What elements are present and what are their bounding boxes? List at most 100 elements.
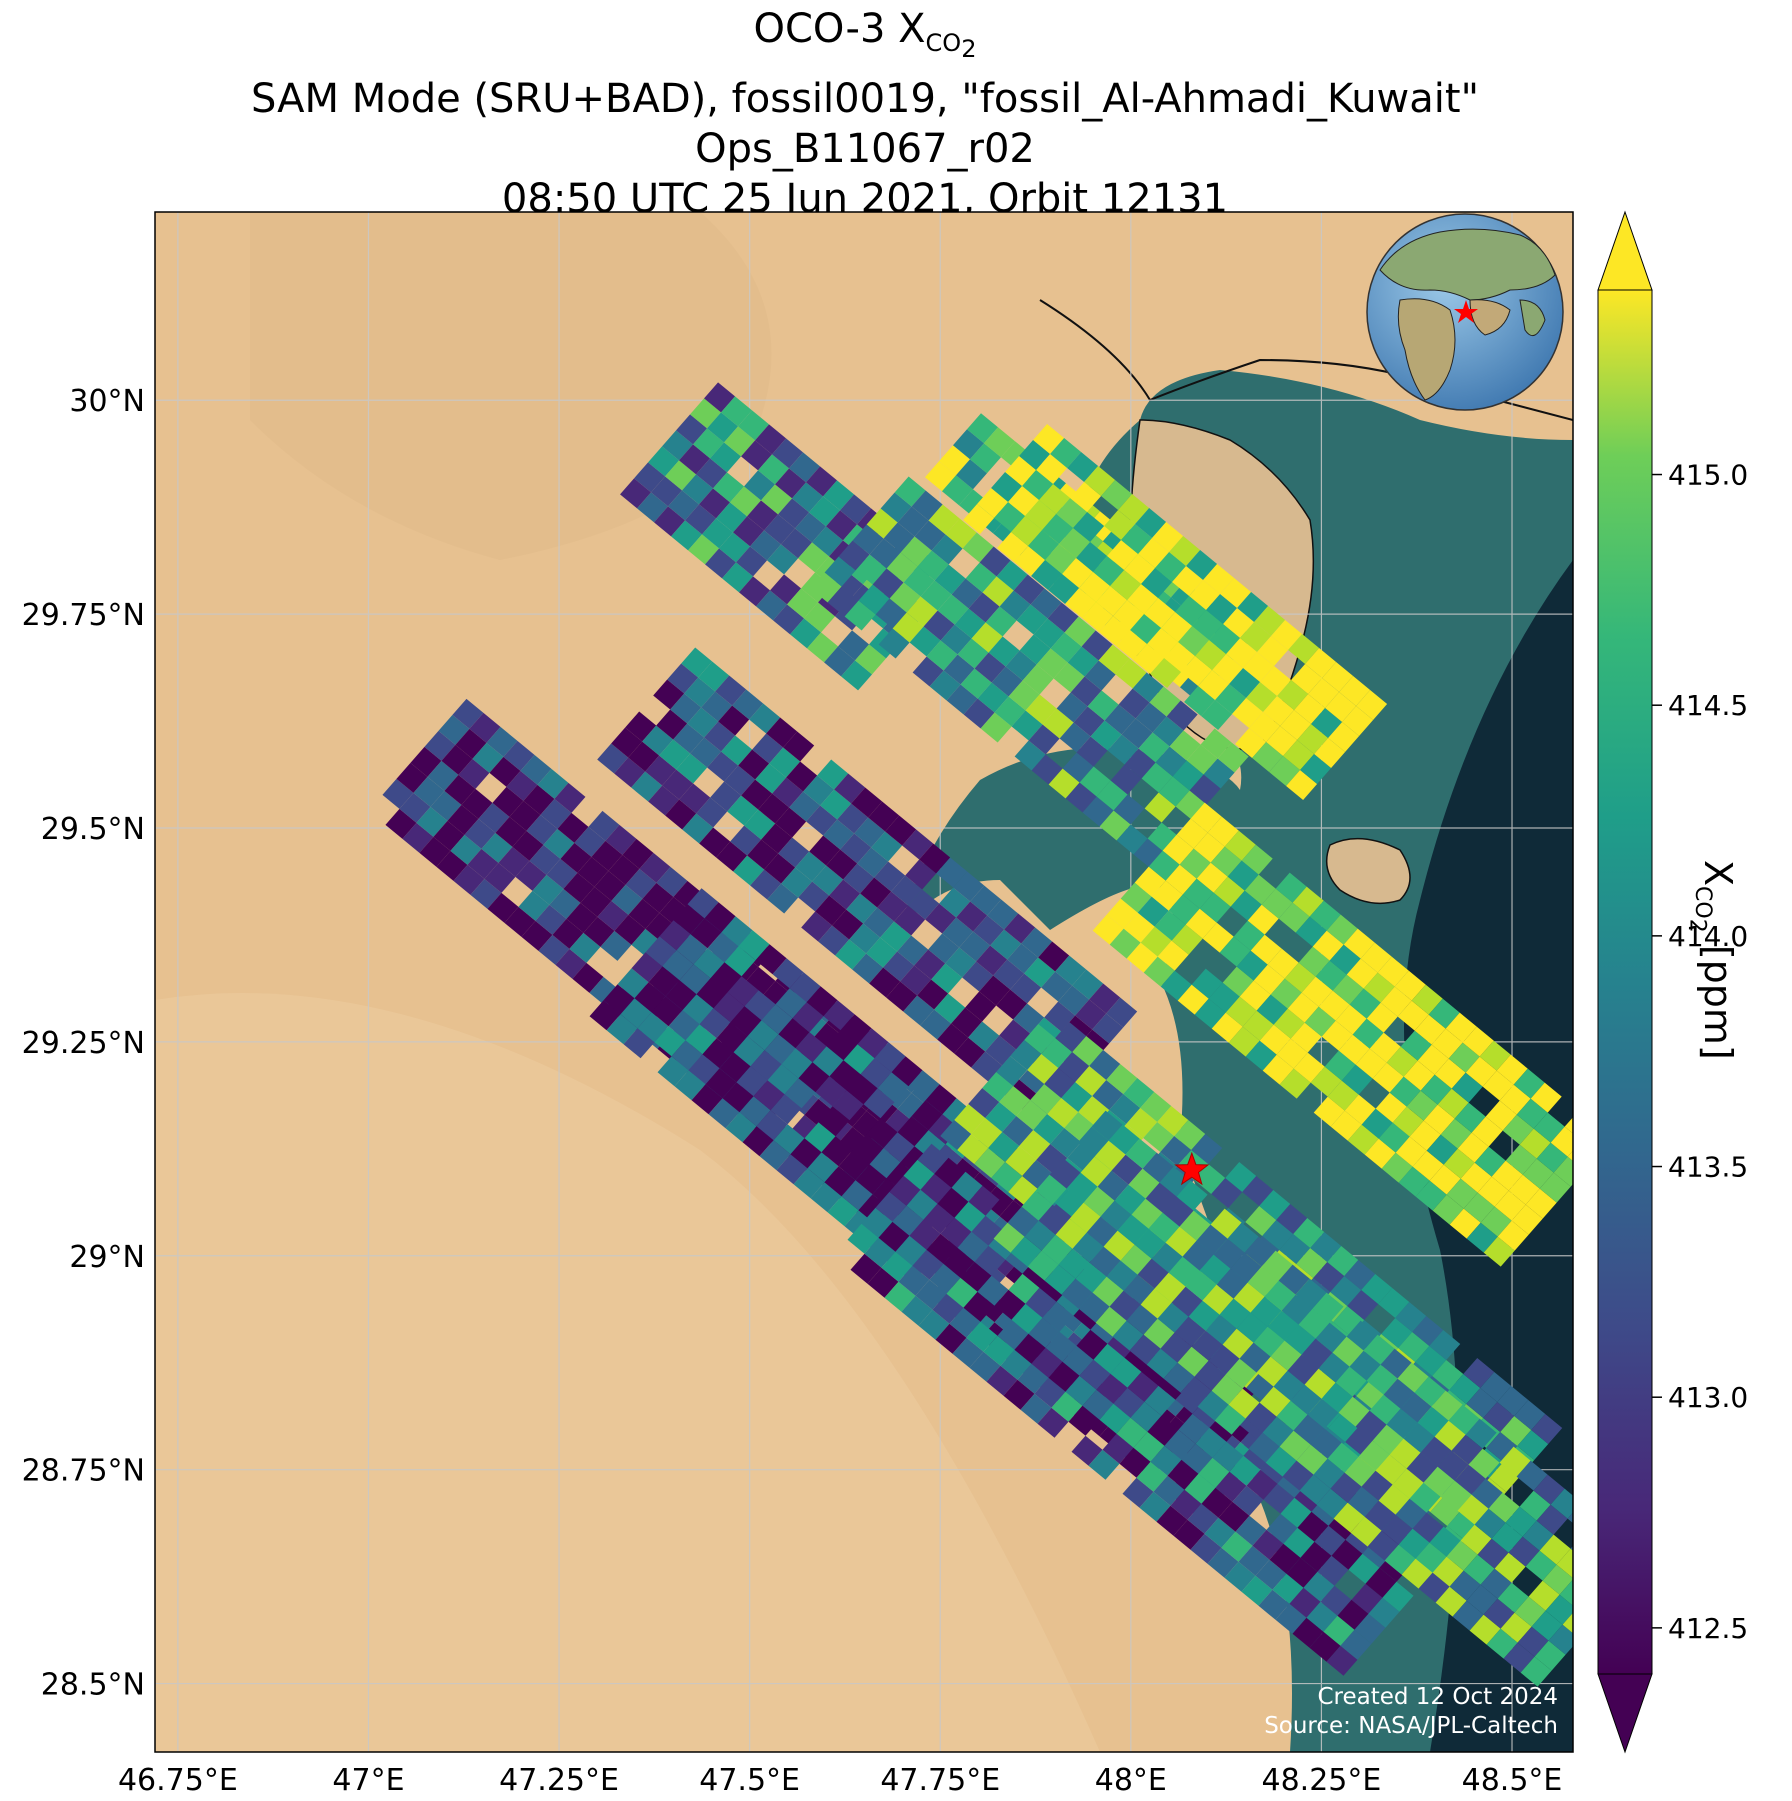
xco2-sounding: [969, 443, 1001, 474]
xco2-sounding: [920, 580, 952, 611]
x-tick-label: 47.75°E: [880, 1763, 1000, 1798]
xco2-sounding: [1011, 710, 1043, 741]
xco2-sounding: [1505, 1144, 1537, 1175]
xco2-sounding: [1109, 928, 1141, 959]
xco2-sounding: [605, 824, 637, 855]
xco2-sounding: [1088, 1449, 1120, 1480]
xco2-sounding: [892, 612, 924, 643]
xco2-sounding: [1536, 1504, 1568, 1535]
xco2-sounding: [1075, 999, 1107, 1030]
xco2-sounding: [962, 532, 994, 563]
xco2-sounding: [877, 1072, 909, 1103]
xco2-sounding: [1019, 634, 1051, 665]
xco2-sounding: [937, 1187, 969, 1218]
xco2-sounding: [1195, 640, 1227, 670]
xco2-sounding: [883, 951, 915, 982]
xco2-sounding: [1075, 1066, 1107, 1096]
xco2-sounding: [1520, 1656, 1552, 1687]
xco2-sounding: [721, 396, 753, 427]
xco2-sounding: [974, 1245, 1006, 1276]
xco2-sounding: [875, 1191, 907, 1222]
xco2-sounding: [783, 731, 815, 762]
xco2-sounding: [784, 1078, 816, 1109]
xco2-sounding: [1021, 1190, 1053, 1221]
xco2-sounding: [719, 532, 751, 563]
xco2-sounding: [1202, 922, 1234, 953]
xco2-sounding: [1226, 638, 1258, 668]
xco2-sounding: [1248, 1432, 1280, 1463]
xco2-sounding: [756, 590, 788, 621]
xco2-sounding: [997, 532, 1029, 562]
xco2-sounding: [1414, 1014, 1446, 1045]
xco2-sounding: [668, 490, 700, 521]
xco2-sounding: [637, 492, 669, 523]
xco2-sounding: [1269, 1543, 1301, 1574]
xco2-sounding: [755, 763, 787, 794]
xco2-sounding: [886, 981, 918, 1012]
xco2-sounding: [837, 803, 869, 834]
xco2-sounding: [1093, 1343, 1125, 1374]
xco2-sounding: [1030, 588, 1062, 619]
xco2-sounding: [668, 1010, 700, 1041]
xco2-sounding: [1491, 1160, 1523, 1191]
xco2-sounding: [1055, 1022, 1087, 1052]
xco2-sounding: [1525, 1550, 1557, 1581]
xco2-sounding: [1017, 1363, 1049, 1394]
xco2-sounding: [1326, 1645, 1358, 1676]
xco2-sounding: [453, 864, 485, 895]
xco2-sounding: [1242, 1176, 1274, 1206]
xco2-sounding: [1225, 996, 1257, 1027]
xco2-sounding: [1128, 1168, 1160, 1199]
xco2-sounding: [1127, 584, 1159, 614]
xco2-sounding: [707, 412, 739, 443]
xco2-sounding: [1090, 720, 1122, 751]
xco2-sounding: [529, 844, 561, 875]
xco2-sounding: [1171, 924, 1203, 955]
xco2-sounding: [1007, 1206, 1039, 1237]
xco2-sounding: [1031, 560, 1063, 590]
xco2-sounding: [1205, 1314, 1237, 1345]
xco2-sounding: [1197, 1390, 1229, 1421]
xco2-sounding: [651, 996, 683, 1027]
xco2-sounding: [1263, 696, 1295, 726]
xco2-sounding: [1525, 1188, 1557, 1219]
xco2-sounding: [937, 594, 969, 625]
xco2-sounding: [1124, 748, 1156, 779]
xco2-sounding: [1454, 1464, 1486, 1495]
xco2-sounding: [1058, 1248, 1090, 1279]
xco2-sounding: [685, 1024, 717, 1055]
xco2-sounding: [1409, 1120, 1441, 1151]
xco2-sounding: [1260, 666, 1292, 696]
xco2-sounding: [1548, 1624, 1573, 1655]
xco2-sounding: [968, 1185, 1000, 1216]
xco2-sounding: [1325, 692, 1357, 722]
xco2-sounding: [807, 632, 839, 663]
xco2-sounding: [1354, 1613, 1386, 1644]
xco2-sounding: [725, 1112, 757, 1143]
xco2-sounding: [983, 1335, 1015, 1366]
xco2-sounding: [1155, 552, 1187, 582]
xco2-sounding: [1278, 1264, 1310, 1295]
xco2-sounding: [773, 604, 805, 635]
xco2-sounding: [1222, 966, 1254, 997]
xco2-sounding: [966, 413, 998, 444]
xco2-sounding: [881, 1251, 913, 1282]
xco2-sounding: [1499, 1084, 1531, 1115]
xco2-sounding: [1222, 1328, 1254, 1359]
xco2-sounding: [1065, 1375, 1097, 1406]
xco2-sounding: [1045, 1331, 1077, 1362]
xco2-sounding: [1429, 1526, 1461, 1557]
xco2-sounding: [526, 814, 558, 845]
xco2-sounding: [1121, 718, 1153, 749]
xco2-sounding: [554, 782, 586, 813]
xco2-sounding: [1146, 1348, 1178, 1379]
xco2-sounding: [804, 602, 836, 633]
colorbar-tick-label: 413.5: [1668, 1151, 1748, 1184]
xco2-sounding: [1011, 516, 1043, 546]
xco2-sounding: [1134, 1228, 1166, 1259]
xco2-sounding: [829, 1060, 861, 1091]
xco2-sounding: [1113, 1387, 1145, 1418]
xco2-sounding: [878, 628, 910, 659]
xco2-sounding: [1502, 1114, 1534, 1145]
